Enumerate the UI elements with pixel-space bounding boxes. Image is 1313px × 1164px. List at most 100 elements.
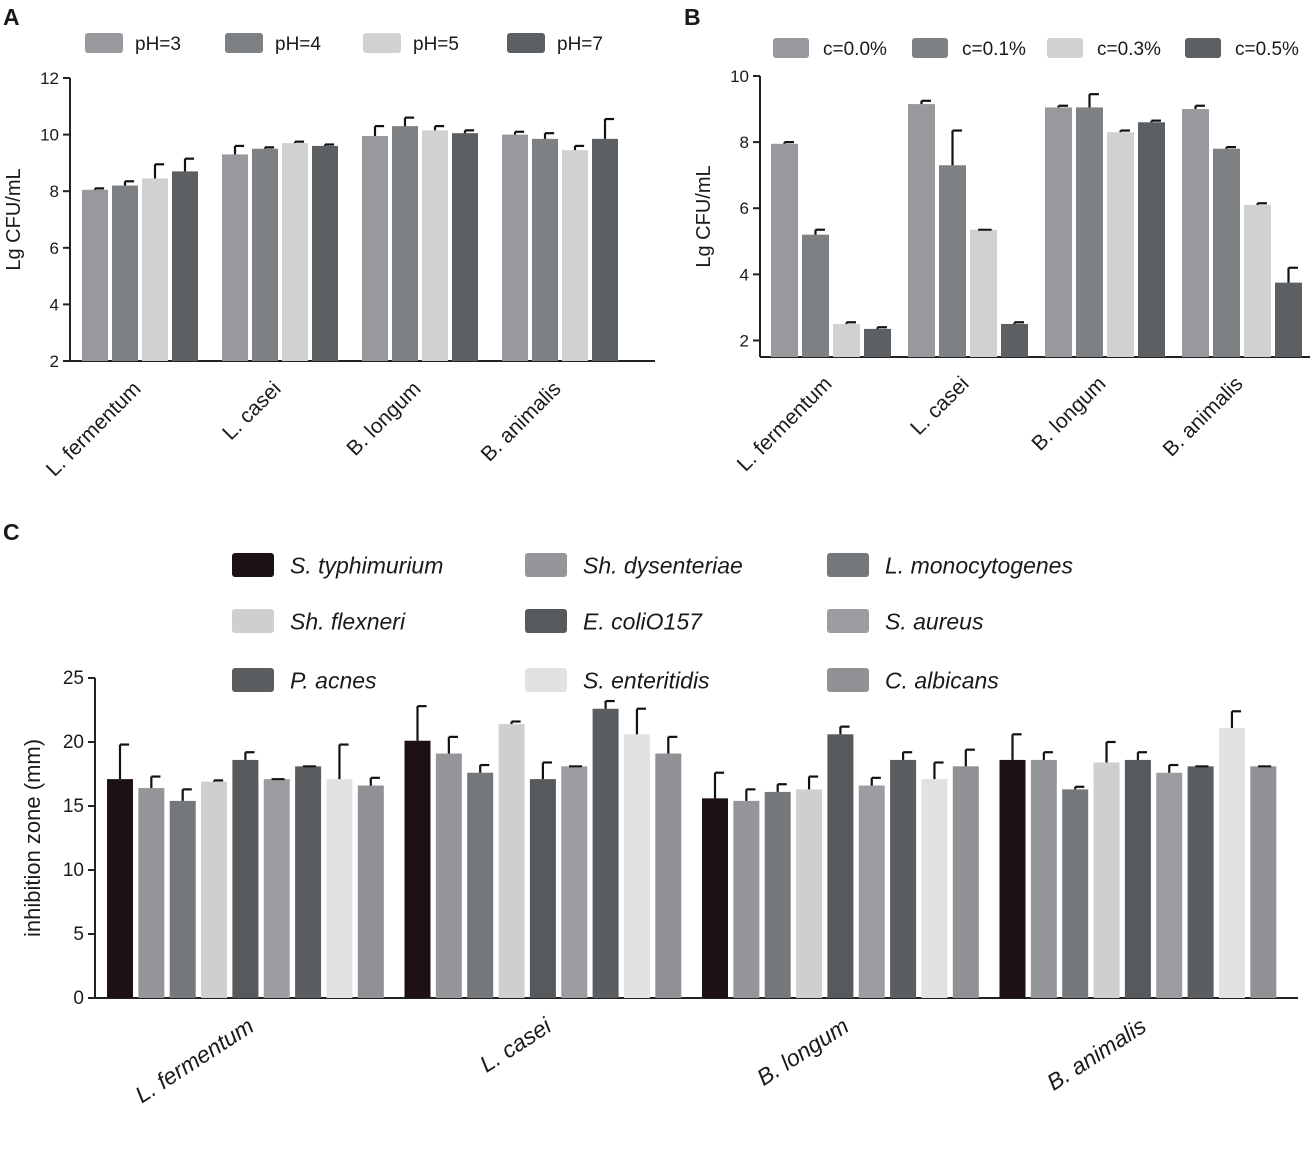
panel-label: B — [684, 4, 701, 30]
x-category-label: L. casei — [218, 377, 285, 444]
bar — [357, 785, 384, 998]
bar — [467, 772, 494, 998]
bar — [864, 328, 891, 357]
x-category-label: L. fermentum — [733, 372, 837, 476]
legend-swatch — [827, 553, 869, 577]
y-tick-label: 8 — [740, 133, 749, 152]
bar — [802, 234, 829, 357]
legend-label: pH=4 — [275, 34, 321, 55]
bar — [1213, 148, 1240, 357]
bar — [1138, 122, 1165, 358]
bar — [908, 104, 935, 357]
y-tick-label: 6 — [50, 239, 59, 258]
bar — [592, 708, 619, 998]
bar — [796, 789, 823, 998]
bar — [532, 138, 558, 361]
legend-label: C. albicans — [885, 667, 999, 693]
legend-label: c=0.3% — [1097, 39, 1161, 60]
y-tick-label: 2 — [50, 352, 59, 371]
x-category-label: L. fermentum — [42, 377, 146, 481]
bar — [1107, 132, 1134, 357]
y-tick-label: 12 — [40, 69, 59, 88]
legend-label: E. coliO157 — [583, 608, 703, 634]
bar — [295, 766, 322, 998]
legend-label: c=0.0% — [823, 39, 887, 60]
bar — [623, 734, 650, 998]
legend-label: S. enteritidis — [583, 667, 710, 693]
legend-label: Sh. dysenteriae — [583, 552, 743, 578]
bar — [1045, 107, 1072, 357]
bar — [312, 145, 338, 361]
x-category-label: B. animalis — [1159, 372, 1248, 461]
bar — [1030, 759, 1057, 998]
bar — [169, 800, 196, 998]
legend-label: pH=7 — [557, 34, 603, 55]
bar — [1062, 789, 1089, 998]
y-tick-label: 25 — [63, 668, 84, 689]
bar — [326, 779, 353, 998]
bar — [138, 788, 165, 998]
bar — [392, 126, 418, 361]
legend-label: c=0.1% — [962, 39, 1026, 60]
x-category-label: B. longum — [752, 1012, 853, 1090]
bar — [529, 779, 556, 998]
y-axis-label: Lg CFU/mL — [3, 168, 25, 270]
x-category-label: L. casei — [906, 372, 973, 439]
bar — [890, 759, 917, 998]
legend-swatch — [1047, 38, 1083, 58]
x-category-label: L. fermentum — [130, 1012, 258, 1108]
panel-label: A — [3, 4, 20, 30]
bar — [452, 133, 478, 361]
bar — [1124, 759, 1151, 998]
bar — [172, 171, 198, 361]
panel-label: C — [3, 519, 20, 545]
x-category-label: B. animalis — [1042, 1012, 1151, 1095]
bar — [999, 759, 1026, 998]
legend-swatch — [507, 33, 545, 53]
y-tick-label: 2 — [740, 331, 749, 350]
legend-label: P. acnes — [290, 667, 377, 693]
legend-swatch — [525, 668, 567, 692]
bar — [561, 766, 588, 998]
legend-label: S. typhimurium — [290, 552, 443, 578]
y-tick-label: 5 — [73, 924, 84, 945]
bar — [142, 178, 168, 361]
bar — [252, 148, 278, 361]
bar — [82, 189, 108, 361]
bar — [422, 130, 448, 361]
legend-label: L. monocytogenes — [885, 552, 1073, 578]
bar — [1187, 766, 1214, 998]
bar — [112, 185, 138, 361]
x-category-label: L. casei — [475, 1012, 556, 1077]
bar — [764, 791, 791, 998]
bar — [107, 779, 133, 998]
legend-label: S. aureus — [885, 608, 984, 634]
y-tick-label: 15 — [63, 796, 84, 817]
bar — [733, 800, 760, 998]
bar — [1244, 204, 1271, 357]
y-tick-label: 6 — [740, 199, 749, 218]
y-tick-label: 0 — [73, 988, 84, 1009]
bar — [1093, 762, 1120, 998]
y-tick-label: 4 — [740, 265, 749, 284]
legend-swatch — [1185, 38, 1221, 58]
legend-label: pH=5 — [413, 34, 459, 55]
y-tick-label: 10 — [63, 860, 84, 881]
y-axis-label: inhibition zone (mm) — [20, 739, 45, 937]
bar — [655, 753, 682, 998]
bar — [952, 766, 979, 998]
bar — [702, 798, 728, 998]
bar — [939, 165, 966, 357]
y-tick-label: 8 — [50, 182, 59, 201]
legend-swatch — [827, 609, 869, 633]
bar — [282, 143, 308, 361]
bar — [1218, 727, 1245, 998]
bar — [1275, 282, 1302, 357]
bar — [827, 734, 854, 998]
panel-b: B 2 4 6 8 10 Lg CFU/mL L. fermentum L. casei B. … — [684, 4, 1310, 476]
bar — [404, 740, 431, 998]
legend-swatch — [525, 609, 567, 633]
y-tick-label: 20 — [63, 732, 84, 753]
bar — [362, 136, 388, 361]
